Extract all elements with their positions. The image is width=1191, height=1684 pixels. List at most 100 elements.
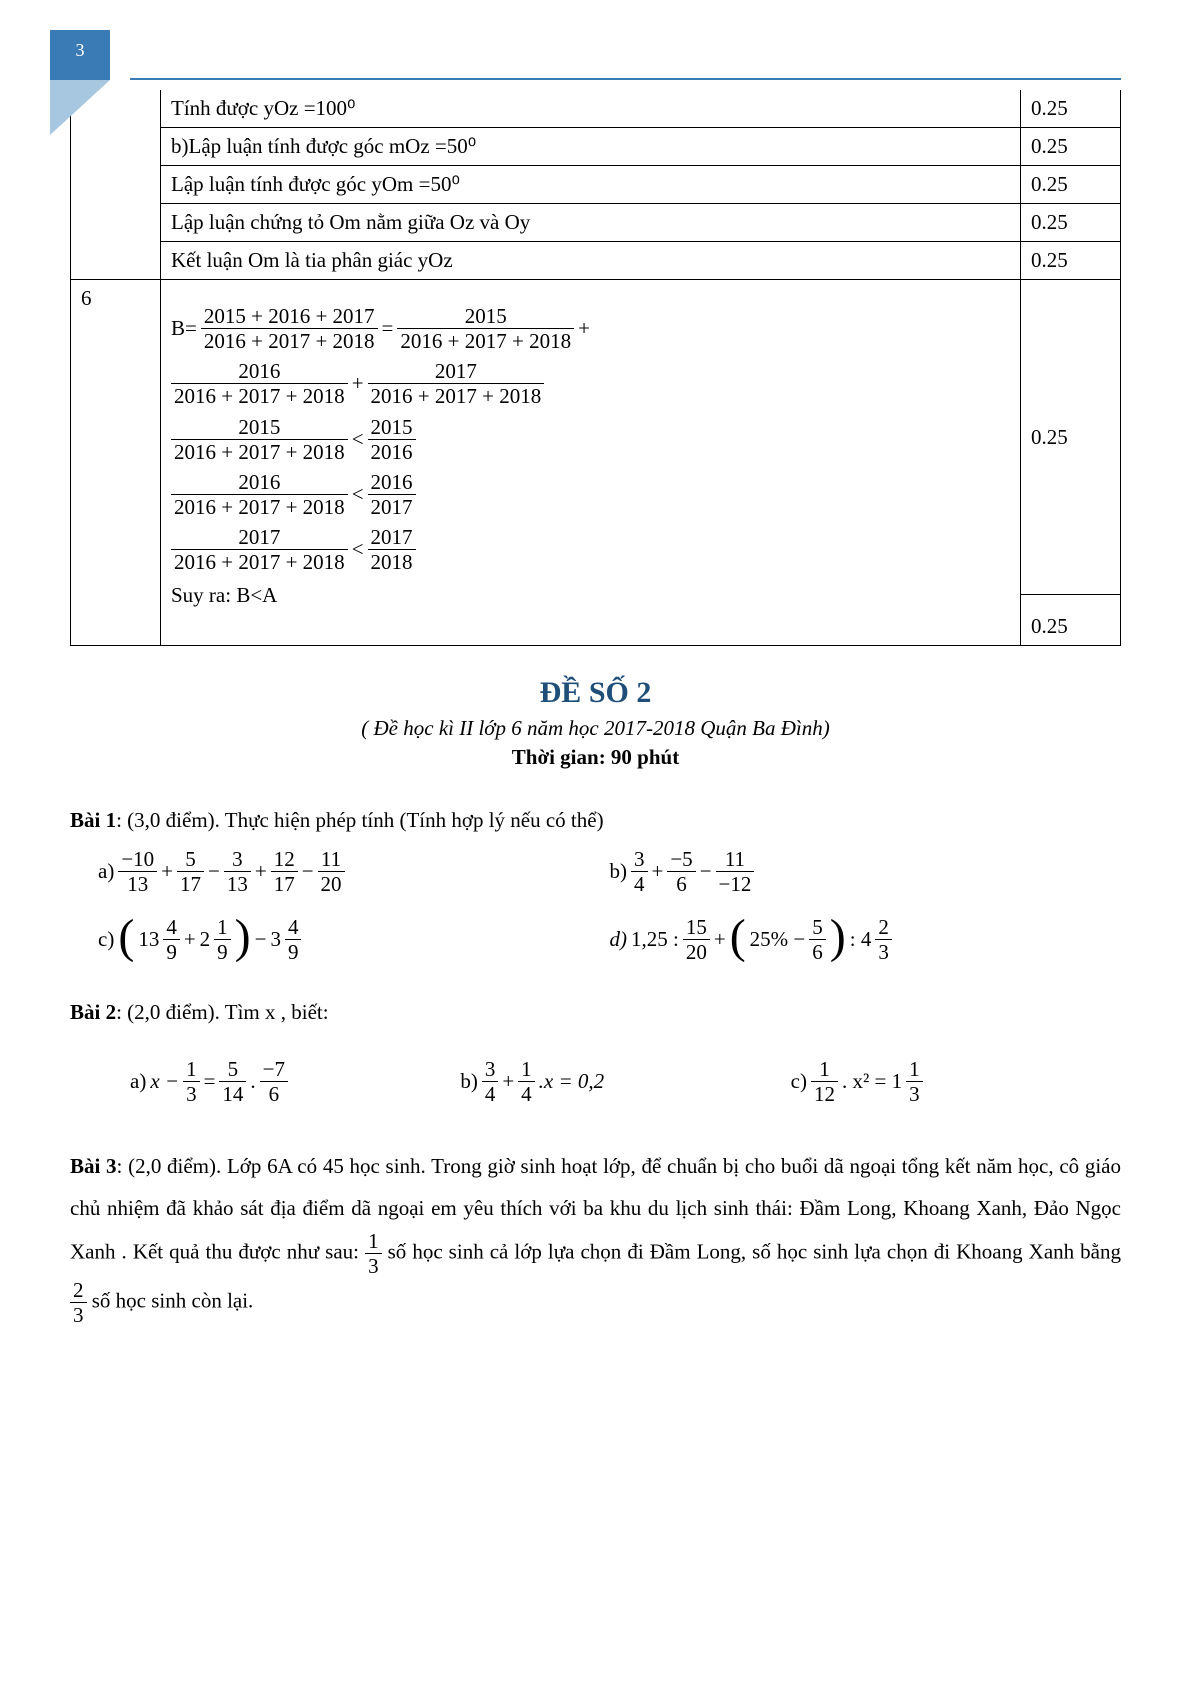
equals: = — [382, 316, 394, 341]
bai1-d: d) 1,25 : 1520 + ( 25% − 56 ) : 4 23 — [610, 915, 1122, 964]
bai1: Bài 1: (3,0 điểm). Thực hiện phép tính (… — [70, 806, 1121, 835]
fraction: 34 — [631, 847, 648, 896]
plus: + — [578, 316, 590, 341]
paren-l-icon: ( — [118, 913, 134, 961]
label-c: c) — [791, 1069, 807, 1094]
lt: < — [352, 427, 364, 452]
conclusion: Suy ra: B<A — [171, 580, 1010, 612]
label-d: d) — [610, 927, 628, 952]
bai2-text: : (2,0 điểm). Tìm x , biết: — [116, 1000, 329, 1024]
cell-num: 6 — [71, 280, 161, 646]
cell-text: b)Lập luận tính được góc mOz =50⁰ — [161, 128, 1021, 166]
cell-score: 0.25 — [1021, 204, 1121, 242]
cell-score: 0.25 — [1021, 166, 1121, 204]
fraction: 20162016 + 2017 + 2018 — [171, 470, 348, 519]
row-text: Tính được yOz =100⁰ — [171, 96, 355, 120]
fraction: 112 — [811, 1057, 838, 1106]
exam-title: ĐỀ SỐ 2 — [70, 676, 1121, 710]
score: 0.25 — [1031, 248, 1068, 272]
page-number: 3 — [76, 40, 85, 60]
bai2-head: Bài 2 — [70, 1000, 116, 1024]
lt: < — [352, 482, 364, 507]
fraction: 56 — [809, 915, 826, 964]
fraction: 1520 — [683, 915, 710, 964]
fraction: 313 — [224, 847, 251, 896]
fraction: 20152016 + 2017 + 2018 — [397, 304, 574, 353]
bai2-row: a) x − 13 = 514 . −76 b) 34 + 14 .x = 0,… — [130, 1051, 1121, 1112]
bai3-head: Bài 3 — [70, 1154, 117, 1178]
score: 0.25 — [1031, 96, 1068, 120]
ineq2: 20162016 + 2017 + 2018 < 20162017 — [171, 470, 1010, 519]
cell-text: Lập luận tính được góc yOm =50⁰ — [161, 166, 1021, 204]
bai3-text2: số học sinh cả lớp lựa chọn đi Đầm Long,… — [388, 1239, 1121, 1263]
cell-text: Lập luận chứng tỏ Om nằm giữa Oz và Oy — [161, 204, 1021, 242]
plus: + — [352, 371, 364, 396]
bai1-a: a) −1013 + 517 − 313 + 1217 − 1120 — [98, 847, 610, 896]
minus: − — [255, 927, 267, 952]
row-text: Lập luận chứng tỏ Om nằm giữa Oz và Oy — [171, 210, 530, 234]
label-a: a) — [98, 859, 114, 884]
fraction: 20152016 + 2017 + 2018 — [171, 415, 348, 464]
table-row: Kết luận Om là tia phân giác yOz 0.25 — [71, 242, 1121, 280]
cell-score: 0.25 — [1021, 242, 1121, 280]
fraction: −1013 — [118, 847, 157, 896]
table-row: 6 B= 2015 + 2016 + 20172016 + 2017 + 201… — [71, 280, 1121, 595]
exam-duration: Thời gian: 90 phút — [70, 745, 1121, 770]
fraction: 20152016 — [368, 415, 416, 464]
plus: + — [714, 927, 726, 952]
fraction: 13 — [365, 1229, 382, 1278]
bai2-b: b) 34 + 14 .x = 0,2 — [460, 1057, 790, 1106]
cell-score: 0.25 — [1021, 128, 1121, 166]
lt: < — [352, 537, 364, 562]
bai2-c: c) 112 . x² = 1 13 — [791, 1057, 1121, 1106]
score: 0.25 — [1031, 425, 1068, 449]
q-num: 6 — [81, 286, 92, 310]
cell-text: Tính được yOz =100⁰ — [161, 90, 1021, 128]
eq-line: B= 2015 + 2016 + 20172016 + 2017 + 2018 … — [171, 304, 1010, 353]
fraction: 49 — [163, 915, 180, 964]
cell-score: 0.25 — [1021, 280, 1121, 595]
fraction: 23 — [875, 915, 892, 964]
fraction: 13 — [906, 1057, 923, 1106]
ineq3: 20172016 + 2017 + 2018 < 20172018 — [171, 525, 1010, 574]
fraction: 19 — [214, 915, 231, 964]
ineq1: 20152016 + 2017 + 2018 < 20152016 — [171, 415, 1010, 464]
fraction: 20162016 + 2017 + 2018 — [171, 359, 348, 408]
fraction: 11−12 — [716, 847, 755, 896]
fraction: 1217 — [271, 847, 298, 896]
solution-table: Tính được yOz =100⁰ 0.25 b)Lập luận tính… — [70, 90, 1121, 646]
cell-score: 0.25 — [1021, 90, 1121, 128]
fraction: −76 — [260, 1057, 288, 1106]
fraction: 34 — [482, 1057, 499, 1106]
corner-triangle — [50, 80, 110, 135]
cell-score: 0.25 — [1021, 595, 1121, 646]
bai1-row2: c) ( 13 49 + 2 19 ) − 3 49 d) 1,25 : 152… — [98, 909, 1121, 970]
table-row: Lập luận tính được góc yOm =50⁰ 0.25 — [71, 166, 1121, 204]
fraction: 23 — [70, 1278, 87, 1327]
fraction: 514 — [219, 1057, 246, 1106]
plus: + — [184, 927, 196, 952]
exam-subtitle: ( Đề học kì II lớp 6 năm học 2017-2018 Q… — [70, 716, 1121, 741]
fraction: 20162017 — [368, 470, 416, 519]
eq-line: 20162016 + 2017 + 2018 + 20172016 + 2017… — [171, 359, 1010, 408]
bai1-text: : (3,0 điểm). Thực hiện phép tính (Tính … — [116, 808, 604, 832]
row-text: Lập luận tính được góc yOm =50⁰ — [171, 172, 460, 196]
page-content: Tính được yOz =100⁰ 0.25 b)Lập luận tính… — [0, 90, 1191, 1357]
fraction: 20172016 + 2017 + 2018 — [171, 525, 348, 574]
fraction: −56 — [667, 847, 695, 896]
paren-r-icon: ) — [830, 913, 846, 961]
bai1-head: Bài 1 — [70, 808, 116, 832]
paren-l-icon: ( — [730, 913, 746, 961]
bai1-b: b) 34 + −56 − 11−12 — [610, 847, 1122, 896]
table-row: Tính được yOz =100⁰ 0.25 — [71, 90, 1121, 128]
fraction: 14 — [518, 1057, 535, 1106]
bai1-c: c) ( 13 49 + 2 19 ) − 3 49 — [98, 915, 610, 964]
fraction: 2015 + 2016 + 20172016 + 2017 + 2018 — [201, 304, 378, 353]
table-row: Lập luận chứng tỏ Om nằm giữa Oz và Oy 0… — [71, 204, 1121, 242]
fraction: 517 — [177, 847, 204, 896]
score: 0.25 — [1031, 614, 1068, 638]
fraction: 20172016 + 2017 + 2018 — [368, 359, 545, 408]
label-a: a) — [130, 1069, 146, 1094]
bai1-row1: a) −1013 + 517 − 313 + 1217 − 1120 b) 34… — [98, 841, 1121, 902]
row-text: b)Lập luận tính được góc mOz =50⁰ — [171, 134, 476, 158]
